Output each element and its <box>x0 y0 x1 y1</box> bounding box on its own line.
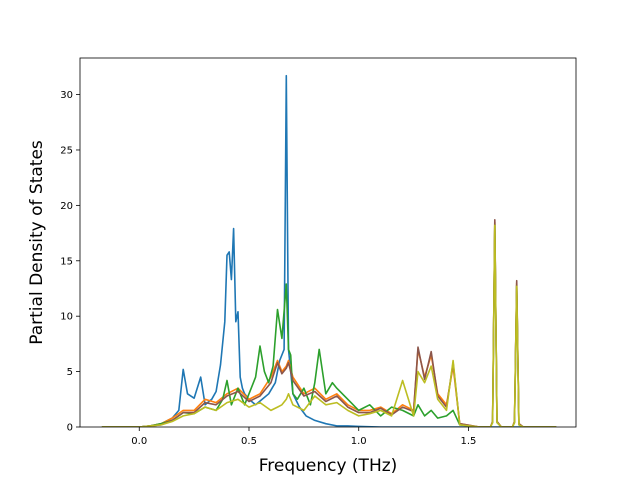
x-tick-label: 0.0 <box>131 436 147 447</box>
series-line-3 <box>101 223 557 427</box>
series-line-1 <box>101 74 557 427</box>
x-tick-label: 1.0 <box>351 436 367 447</box>
series-line-5 <box>101 224 557 427</box>
y-axis-label: Partial Density of States <box>27 140 47 345</box>
plot-area <box>101 74 557 427</box>
y-axis-ticks: 0 5 10 15 20 25 30 <box>60 90 80 434</box>
x-tick-label: 1.5 <box>461 436 477 447</box>
y-tick-label: 15 <box>60 256 73 267</box>
y-tick-label: 30 <box>60 90 73 101</box>
y-tick-label: 0 <box>67 423 73 434</box>
y-tick-label: 25 <box>60 145 73 156</box>
y-tick-label: 20 <box>60 201 73 212</box>
y-tick-label: 10 <box>60 312 73 323</box>
series-line-4 <box>101 219 557 427</box>
series-line-2 <box>101 221 557 427</box>
axes-frame <box>79 57 577 428</box>
x-axis-ticks: 0.0 0.5 1.0 1.5 <box>131 427 476 447</box>
x-axis-label: Frequency (THz) <box>259 456 398 476</box>
y-tick-label: 5 <box>67 367 73 378</box>
x-tick-label: 0.5 <box>241 436 257 447</box>
